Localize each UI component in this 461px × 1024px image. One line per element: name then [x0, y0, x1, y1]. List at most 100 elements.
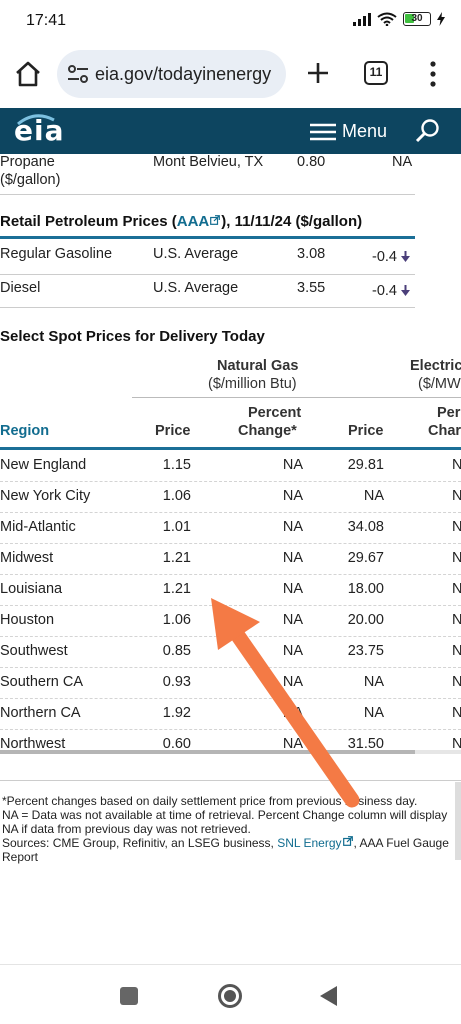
propane-unit: ($/gallon)	[0, 172, 61, 188]
gas-price-cell: 0.93	[162, 674, 191, 690]
down-arrow-icon	[401, 251, 410, 262]
footnotes: *Percent changes based on daily settleme…	[0, 780, 455, 864]
row-divider	[0, 481, 461, 482]
elec-price-cell: 20.00	[347, 612, 384, 628]
table-row: Regular Gasoline U.S. Average 3.08 -0.4	[0, 246, 415, 279]
nav-home-icon[interactable]	[218, 984, 242, 1008]
gas-price-cell: 1.06	[162, 488, 191, 504]
gas-price-cell: 1.15	[162, 457, 191, 473]
gas-price-cell: 0.60	[162, 736, 191, 752]
elec-change-cell: N	[452, 705, 461, 721]
row-divider	[0, 512, 461, 513]
region-cell: Houston	[0, 612, 55, 628]
url-text[interactable]: eia.gov/todayinenergy	[95, 64, 272, 84]
region-cell: Louisiana	[0, 581, 63, 597]
elec-price-cell: NA	[363, 488, 384, 504]
recent-apps-icon[interactable]	[120, 987, 138, 1005]
elec-change-cell: N	[452, 519, 461, 535]
elec-price-cell: 29.81	[347, 457, 384, 473]
aaa-link[interactable]: AAA	[176, 213, 210, 230]
spot-title: Select Spot Prices for Delivery Today	[0, 328, 265, 345]
gas-price-cell: 1.21	[162, 550, 191, 566]
retail-price: 3.55	[297, 280, 326, 296]
natgas-header: Natural Gas	[217, 358, 299, 374]
elec-change-cell: N	[452, 550, 461, 566]
retail-area: U.S. Average	[153, 246, 239, 262]
gas-change-cell: NA	[282, 705, 303, 721]
address-bar[interactable]: eia.gov/todayinenergy	[57, 50, 286, 98]
gas-change-cell: NA	[282, 581, 303, 597]
gas-change-cell: NA	[282, 612, 303, 628]
table-row: Northwest 0.60 NA 31.50 N	[0, 729, 461, 760]
gas-change-cell: NA	[282, 457, 303, 473]
region-cell: New England	[0, 457, 87, 473]
propane-change: NA	[392, 154, 413, 170]
site-logo[interactable]: eia	[14, 114, 65, 147]
more-options-icon[interactable]	[428, 60, 438, 88]
elec-change-cell: N	[452, 581, 461, 597]
horizontal-scrollbar[interactable]	[0, 750, 415, 754]
elec-change-cell: N	[452, 612, 461, 628]
table-row: Southern CA 0.93 NA NA N	[0, 667, 461, 698]
row-divider	[0, 574, 461, 575]
retail-area: U.S. Average	[153, 280, 239, 296]
region-cell: Mid-Atlantic	[0, 519, 76, 535]
table-row: New England 1.15 NA 29.81 N	[0, 450, 461, 481]
down-arrow-icon	[401, 285, 410, 296]
table-row: Diesel U.S. Average 3.55 -0.4	[0, 280, 415, 313]
external-link-icon	[210, 215, 221, 225]
table-row: Houston 1.06 NA 20.00 N	[0, 605, 461, 636]
region-header: Region	[0, 423, 50, 439]
gas-change-cell: NA	[282, 674, 303, 690]
external-link-icon	[342, 836, 353, 846]
propane-location: Mont Belvieu, TX	[153, 154, 264, 170]
site-header: eia Menu	[0, 108, 461, 154]
natgas-group-rule	[132, 397, 420, 398]
elec-change-cell: N	[452, 488, 461, 504]
elec-price-cell: 23.75	[347, 643, 384, 659]
gas-change-cell: NA	[282, 550, 303, 566]
gas-price-cell: 1.21	[162, 581, 191, 597]
footnote-sources: Sources: CME Group, Refinitiv, an LSEG b…	[2, 836, 449, 864]
status-icons: 30	[353, 12, 445, 26]
retail-change: -0.4	[372, 283, 410, 299]
footnote-na: NA = Data was not available at time of r…	[2, 808, 448, 836]
electric-unit: ($/MW	[418, 376, 461, 392]
elec-change-cell: N	[452, 736, 461, 752]
site-settings-icon[interactable]	[67, 64, 89, 84]
back-icon[interactable]	[320, 986, 337, 1006]
natgas-unit: ($/million Btu)	[208, 376, 297, 392]
gas-change-cell: NA	[282, 643, 303, 659]
hamburger-icon[interactable]	[310, 123, 336, 141]
region-cell: New York City	[0, 488, 91, 504]
status-bar: 17:41 30	[0, 0, 461, 42]
electric-group-rule	[404, 397, 461, 398]
gas-percent-header: Percent	[248, 405, 302, 421]
retail-product: Regular Gasoline	[0, 246, 113, 262]
browser-toolbar: eia.gov/todayinenergy 11	[0, 42, 461, 108]
region-cell: Northern CA	[0, 705, 81, 721]
charging-icon	[437, 12, 445, 26]
row-divider	[0, 543, 461, 544]
gas-price-header: Price	[155, 423, 191, 439]
new-tab-icon[interactable]	[305, 60, 331, 86]
search-icon[interactable]	[415, 118, 441, 144]
retail-change: -0.4	[372, 249, 410, 265]
elec-price-cell: 34.08	[347, 519, 384, 535]
scroll-indicator	[455, 782, 461, 860]
battery-icon: 30	[403, 12, 431, 26]
menu-button[interactable]: Menu	[342, 121, 388, 141]
elec-price-cell: 18.00	[347, 581, 384, 597]
elec-change-cell: N	[452, 643, 461, 659]
gas-change-cell: NA	[282, 488, 303, 504]
elec-price-cell: NA	[363, 705, 384, 721]
signal-icon	[353, 12, 371, 26]
elec-price-cell: 29.67	[347, 550, 384, 566]
propane-row: Propane ($/gallon) Mont Belvieu, TX 0.80…	[0, 154, 461, 194]
wifi-icon	[377, 12, 397, 26]
propane-name: Propane	[0, 154, 55, 170]
region-cell: Southwest	[0, 643, 68, 659]
home-icon[interactable]	[14, 60, 42, 88]
tab-switcher-button[interactable]: 11	[364, 61, 388, 85]
snl-energy-link[interactable]: SNL Energy	[277, 836, 342, 850]
